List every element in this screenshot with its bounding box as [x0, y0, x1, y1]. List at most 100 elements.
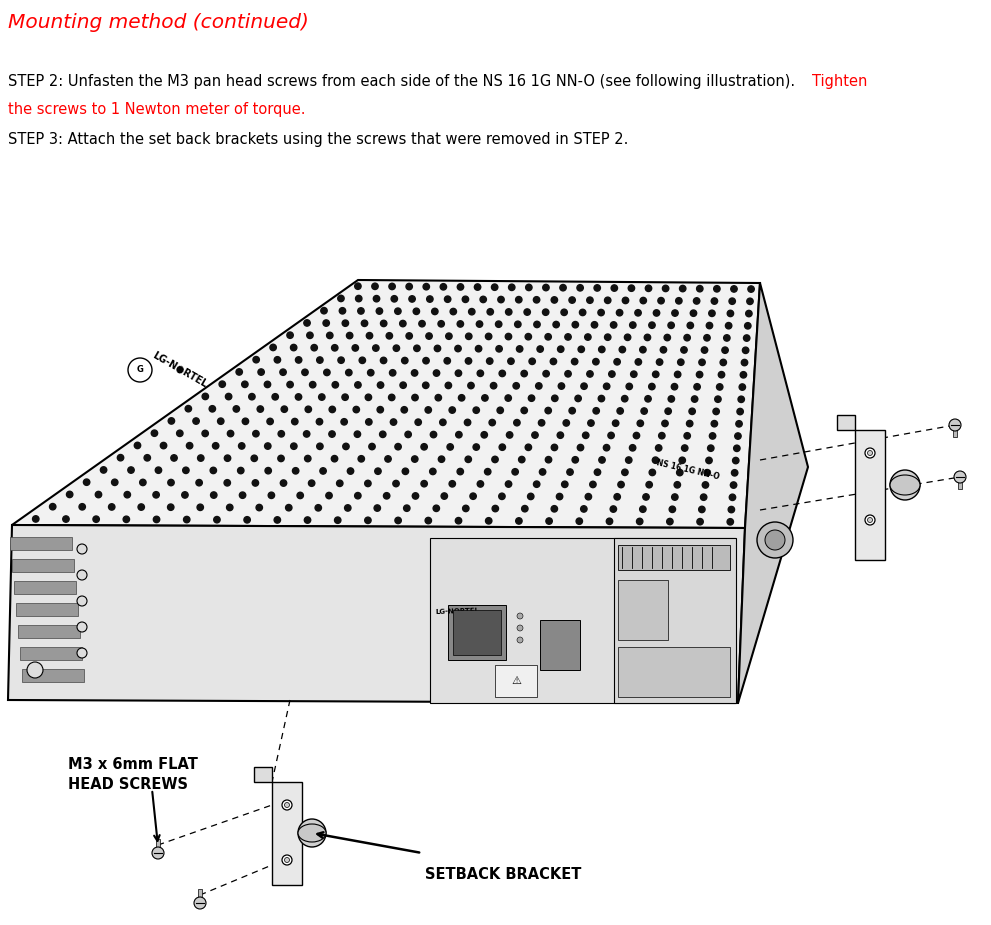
Circle shape [286, 381, 293, 388]
Circle shape [123, 516, 130, 523]
Circle shape [292, 468, 299, 474]
Circle shape [465, 456, 472, 462]
Circle shape [186, 442, 193, 449]
Circle shape [655, 445, 662, 451]
Circle shape [423, 357, 429, 364]
Circle shape [594, 285, 601, 291]
Circle shape [311, 344, 317, 351]
Circle shape [337, 480, 343, 487]
Circle shape [385, 456, 391, 462]
Circle shape [367, 332, 373, 339]
Circle shape [447, 444, 454, 450]
Circle shape [270, 344, 276, 351]
Circle shape [677, 469, 683, 475]
Circle shape [715, 396, 721, 402]
Circle shape [477, 321, 483, 327]
Circle shape [449, 407, 456, 413]
Circle shape [659, 433, 665, 438]
Circle shape [588, 420, 595, 426]
Circle shape [193, 418, 199, 425]
Circle shape [224, 455, 231, 462]
Circle shape [672, 310, 678, 316]
Circle shape [525, 284, 532, 290]
Circle shape [697, 286, 703, 292]
Circle shape [323, 320, 329, 327]
Circle shape [486, 333, 492, 339]
Circle shape [640, 297, 646, 303]
Circle shape [637, 420, 643, 426]
Circle shape [109, 504, 115, 510]
Circle shape [687, 322, 694, 328]
Circle shape [327, 332, 333, 339]
Circle shape [224, 479, 231, 486]
Circle shape [285, 504, 292, 511]
Circle shape [492, 284, 497, 290]
Circle shape [240, 492, 246, 499]
Circle shape [27, 662, 43, 678]
Circle shape [563, 420, 570, 426]
Circle shape [324, 369, 330, 376]
Circle shape [616, 310, 622, 316]
Circle shape [218, 418, 224, 425]
Circle shape [505, 309, 512, 315]
Circle shape [405, 431, 411, 438]
Circle shape [699, 359, 706, 365]
Circle shape [422, 382, 429, 388]
Circle shape [434, 345, 441, 352]
Circle shape [140, 479, 146, 486]
Circle shape [381, 320, 386, 327]
Circle shape [419, 320, 425, 327]
Circle shape [227, 504, 233, 511]
Circle shape [342, 394, 348, 401]
Circle shape [477, 370, 484, 376]
Circle shape [709, 310, 716, 316]
Circle shape [720, 359, 726, 365]
Circle shape [745, 311, 752, 316]
Circle shape [304, 455, 311, 462]
Circle shape [433, 370, 440, 376]
Circle shape [170, 455, 177, 462]
Circle shape [577, 285, 584, 291]
Circle shape [304, 517, 311, 524]
Circle shape [646, 482, 652, 487]
Text: STEP 3: Attach the set back brackets using the screws that were removed in STEP : STEP 3: Attach the set back brackets usi… [8, 132, 628, 147]
Circle shape [242, 381, 248, 388]
Circle shape [587, 371, 594, 377]
Circle shape [626, 383, 632, 389]
Circle shape [381, 357, 386, 364]
Polygon shape [254, 767, 272, 782]
Circle shape [491, 383, 496, 388]
Bar [20, 647, 82, 660]
Circle shape [737, 408, 743, 414]
Bar [453, 610, 501, 655]
Circle shape [238, 467, 244, 474]
Circle shape [282, 800, 292, 810]
Circle shape [587, 297, 594, 303]
Circle shape [517, 625, 523, 631]
Circle shape [284, 857, 289, 862]
Circle shape [210, 467, 216, 474]
Circle shape [621, 396, 628, 401]
Circle shape [380, 431, 385, 438]
Bar [953, 427, 957, 437]
Circle shape [401, 357, 408, 364]
Circle shape [134, 442, 141, 449]
Circle shape [342, 320, 349, 327]
Circle shape [505, 395, 511, 401]
Circle shape [373, 345, 379, 352]
Circle shape [565, 371, 571, 377]
Circle shape [867, 450, 872, 455]
Circle shape [653, 310, 660, 316]
Circle shape [476, 345, 482, 352]
Circle shape [185, 405, 191, 412]
Circle shape [658, 298, 664, 304]
Circle shape [352, 345, 359, 352]
Circle shape [347, 332, 353, 339]
Circle shape [639, 347, 646, 353]
Circle shape [258, 369, 265, 376]
Circle shape [496, 321, 501, 327]
Circle shape [545, 334, 551, 340]
Circle shape [459, 395, 465, 401]
Circle shape [214, 516, 220, 523]
Circle shape [280, 480, 286, 487]
